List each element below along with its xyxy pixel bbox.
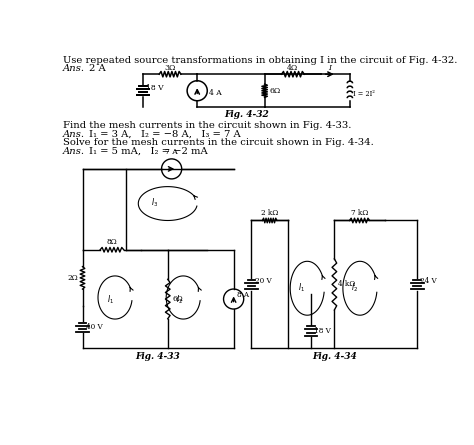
Text: Ans.: Ans. xyxy=(63,146,85,156)
Text: 6Ω: 6Ω xyxy=(269,87,281,95)
Text: 8Ω: 8Ω xyxy=(107,239,118,247)
Text: 4 A: 4 A xyxy=(209,89,221,97)
Text: I = 2I²: I = 2I² xyxy=(353,90,375,98)
Text: 2 A: 2 A xyxy=(89,64,105,73)
Text: I: I xyxy=(328,65,331,73)
Text: 18 V: 18 V xyxy=(314,328,331,336)
Text: Ans.: Ans. xyxy=(63,64,85,73)
Text: 24 V: 24 V xyxy=(420,276,437,284)
Text: $I_2$: $I_2$ xyxy=(351,282,358,294)
Text: 7 kΩ: 7 kΩ xyxy=(351,209,368,217)
Text: Fig. 4-34: Fig. 4-34 xyxy=(312,352,357,361)
Text: 18 V: 18 V xyxy=(146,85,164,93)
Text: Fig. 4-32: Fig. 4-32 xyxy=(224,110,269,119)
Text: Solve for the mesh currents in the circuit shown in Fig. 4-34.: Solve for the mesh currents in the circu… xyxy=(63,138,374,147)
Text: 6Ω: 6Ω xyxy=(173,295,183,303)
Text: Ans.: Ans. xyxy=(63,129,85,139)
Text: 4 kΩ: 4 kΩ xyxy=(338,280,356,288)
Text: Use repeated source transformations in obtaining I in the circuit of Fig. 4-32.: Use repeated source transformations in o… xyxy=(63,57,457,65)
Text: $I_2$: $I_2$ xyxy=(175,293,182,306)
Text: 4Ω: 4Ω xyxy=(287,64,299,72)
Text: I₁ = 5 mA,   I₂ = −2 mA: I₁ = 5 mA, I₂ = −2 mA xyxy=(89,146,208,156)
Text: $I_3$: $I_3$ xyxy=(151,196,158,209)
Text: Find the mesh currents in the circuit shown in Fig. 4-33.: Find the mesh currents in the circuit sh… xyxy=(63,121,352,130)
Text: $I_1$: $I_1$ xyxy=(107,293,114,306)
Text: 3Ω: 3Ω xyxy=(164,64,176,72)
Text: 2Ω: 2Ω xyxy=(68,274,79,282)
Text: 7 A: 7 A xyxy=(165,148,178,156)
Text: Fig. 4-33: Fig. 4-33 xyxy=(136,352,181,361)
Text: 8 A: 8 A xyxy=(237,291,249,299)
Text: 40 V: 40 V xyxy=(86,323,102,331)
Text: I₁ = 3 A,   I₂ = −8 A,   I₃ = 7 A: I₁ = 3 A, I₂ = −8 A, I₃ = 7 A xyxy=(89,129,240,139)
Text: $I_1$: $I_1$ xyxy=(298,282,305,294)
Text: 20 V: 20 V xyxy=(255,276,271,284)
Text: 2 kΩ: 2 kΩ xyxy=(261,209,278,217)
